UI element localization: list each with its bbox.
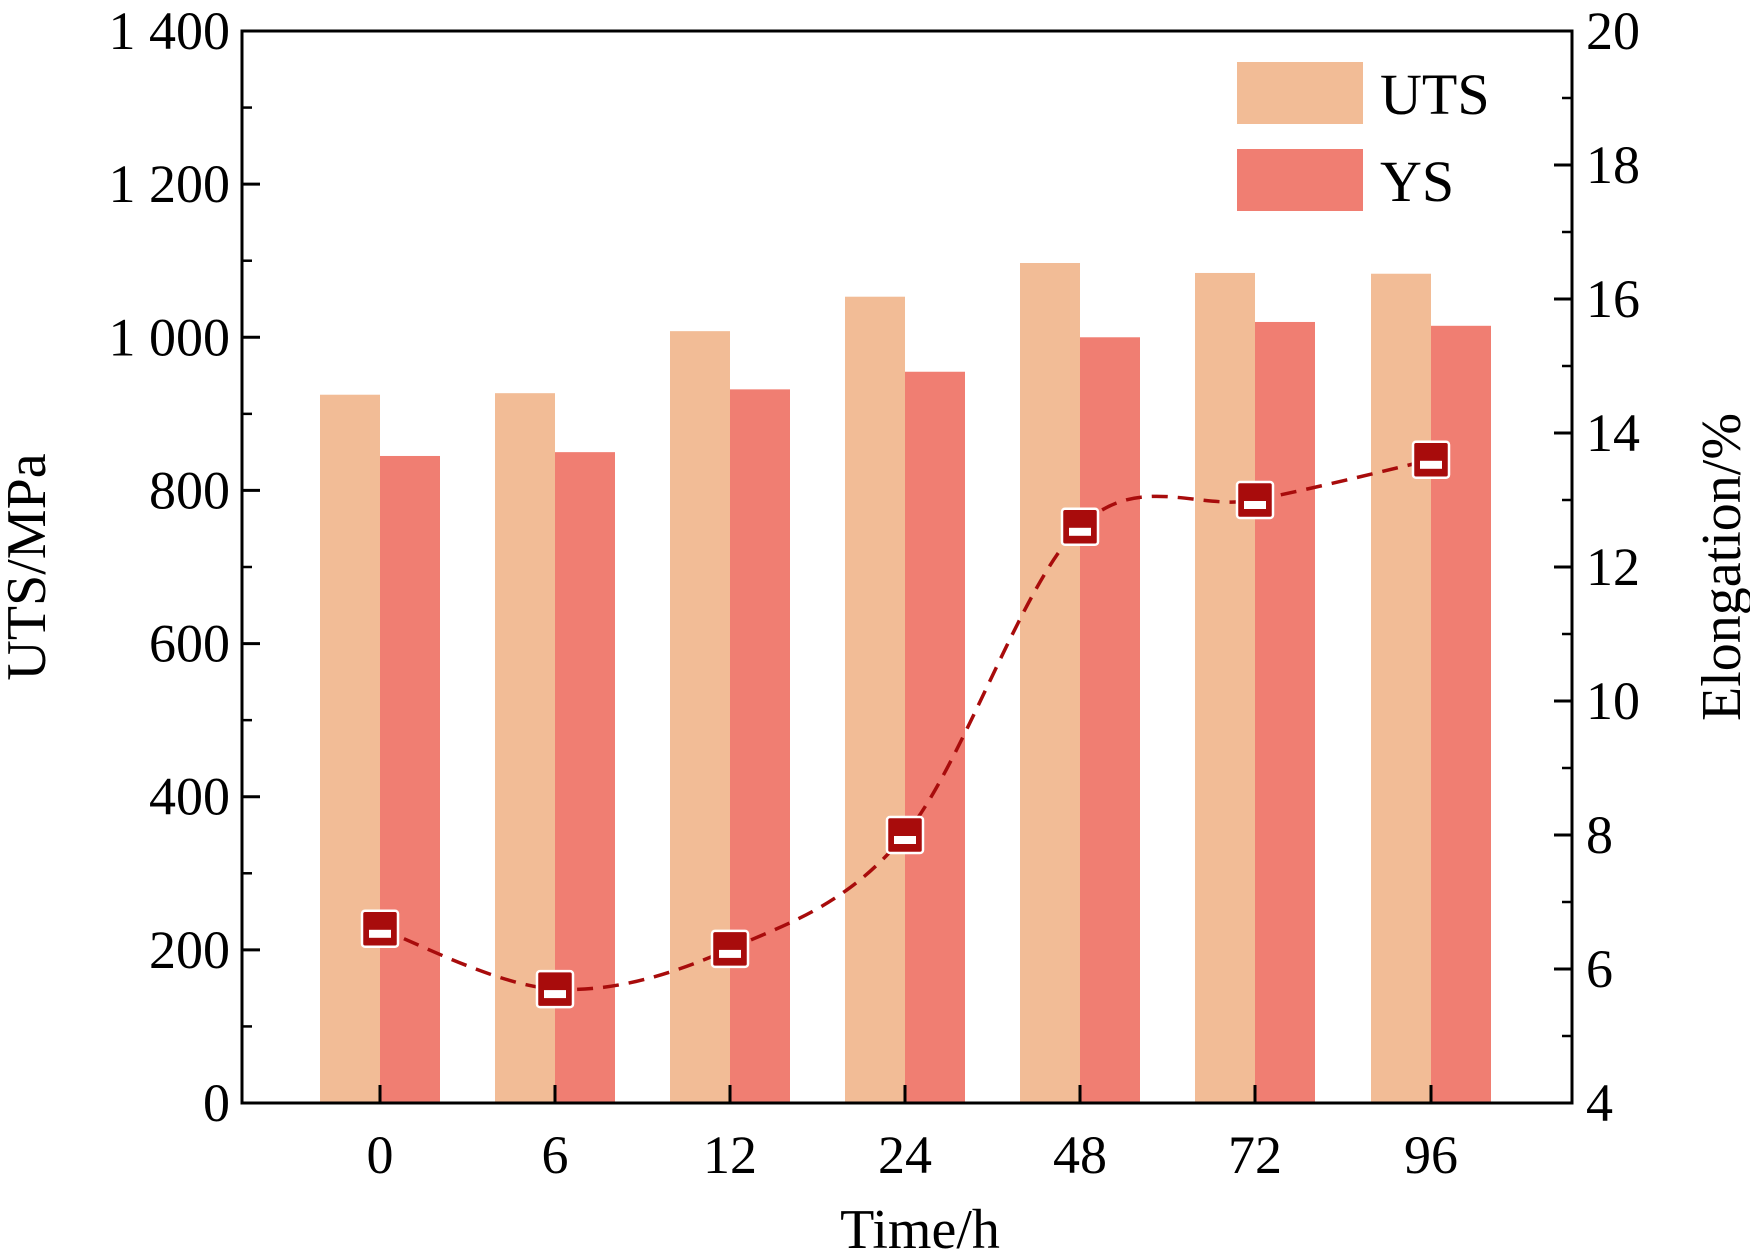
bar-uts-48 [1020,263,1080,1103]
bar-uts-0 [320,394,380,1103]
bar-uts-96 [1371,273,1431,1103]
x-tick-label-72: 72 [1228,1125,1282,1185]
legend-label-uts: UTS [1380,62,1490,127]
bar-ys-24 [905,371,965,1103]
y-tick-label-1200: 1 200 [109,154,231,214]
x-tick-label-6: 6 [542,1125,569,1185]
y-tick-label-800: 800 [149,460,230,520]
y2-tick-label-10: 10 [1586,671,1640,731]
bar-uts-12 [670,331,730,1103]
y2-tick-label-18: 18 [1586,135,1640,195]
bar-ys-0 [380,455,440,1103]
y2-tick-label-16: 16 [1586,269,1640,329]
elongation-marker-12 [710,929,750,969]
y2-tick-label-4: 4 [1586,1073,1613,1133]
legend-swatch-uts [1237,62,1363,124]
x-tick-label-12: 12 [703,1125,757,1185]
y-tick-label-200: 200 [149,920,230,980]
x-tick-label-24: 24 [878,1125,932,1185]
elongation-marker-48 [1060,507,1100,547]
elongation-marker-6 [535,969,575,1009]
y-tick-label-1000: 1 000 [109,307,231,367]
bar-ys-12 [730,389,790,1104]
line-layer [360,440,1451,1009]
y2-tick-label-6: 6 [1586,939,1613,999]
y2-tick-label-14: 14 [1586,403,1640,463]
y2-tick-label-8: 8 [1586,805,1613,865]
y-tick-label-600: 600 [149,614,230,674]
bar-ys-72 [1255,321,1315,1103]
y-axis-title: UTS/MPa [0,453,58,680]
y-tick-label-400: 400 [149,767,230,827]
x-axis-title: Time/h [840,1199,1000,1251]
bar-uts-72 [1195,272,1255,1104]
bar-ys-48 [1080,337,1140,1103]
bars-layer [320,263,1491,1104]
legend: UTS YS [1237,62,1490,214]
x-tick-label-96: 96 [1404,1125,1458,1185]
x-tick-label-0: 0 [367,1125,394,1185]
y-tick-label-1400: 1 400 [109,1,231,61]
elongation-marker-96 [1411,440,1451,480]
y-tick-label-0: 0 [203,1073,230,1133]
elongation-marker-72 [1235,480,1275,520]
elongation-marker-24 [885,815,925,855]
legend-swatch-ys [1237,149,1363,211]
elongation-marker-0 [360,909,400,949]
x-tick-label-48: 48 [1053,1125,1107,1185]
y2-tick-label-12: 12 [1586,537,1640,597]
y2-axis-title: Elongation/% [1691,413,1750,721]
bar-uts-24 [845,296,905,1103]
y2-tick-label-20: 20 [1586,1,1640,61]
legend-label-ys: YS [1380,149,1454,214]
